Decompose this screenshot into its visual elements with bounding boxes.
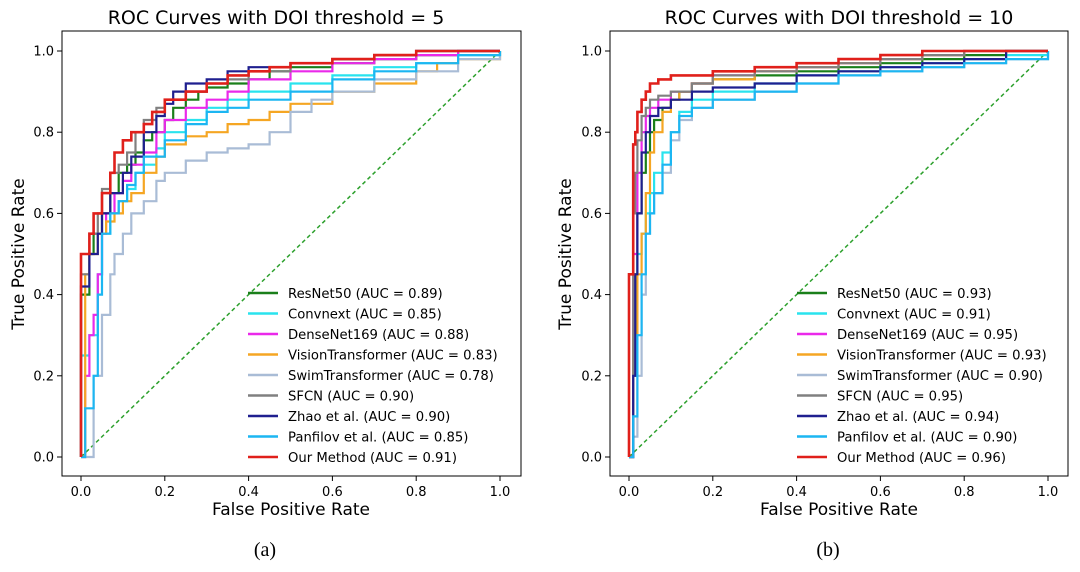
y-tick-label: 0.2 bbox=[33, 369, 54, 384]
x-tick-label: 0.0 bbox=[71, 485, 92, 500]
x-tick-label: 0.2 bbox=[702, 485, 723, 500]
y-tick-label: 1.0 bbox=[33, 45, 54, 60]
chance-diagonal-line bbox=[628, 50, 1049, 458]
y-tick-label: 0.4 bbox=[33, 288, 54, 303]
x-tick-label: 0.6 bbox=[870, 485, 891, 500]
legend-label-panfilov-et-al: Panfilov et al. (AUC = 0.85) bbox=[288, 431, 468, 446]
plot-frame bbox=[61, 30, 522, 477]
x-tick-label: 0.6 bbox=[322, 485, 343, 500]
y-tick-label: 0.0 bbox=[33, 451, 54, 466]
legend-label-panfilov-et-al: Panfilov et al. (AUC = 0.90) bbox=[837, 431, 1017, 446]
y-axis-label: True Positive Rate bbox=[556, 178, 576, 330]
legend-label-convnext: Convnext (AUC = 0.91) bbox=[837, 308, 991, 323]
legend-label-zhao-et-al: Zhao et al. (AUC = 0.94) bbox=[837, 410, 999, 425]
roc-line-our-method bbox=[627, 49, 1048, 457]
legend-label-sfcn: SFCN (AUC = 0.95) bbox=[837, 390, 963, 405]
y-tick-label: 0.6 bbox=[33, 207, 54, 222]
legend-label-resnet50: ResNet50 (AUC = 0.93) bbox=[837, 287, 992, 302]
x-tick-label: 1.0 bbox=[490, 485, 511, 500]
x-axis-label: False Positive Rate bbox=[760, 500, 918, 520]
x-tick-label: 0.2 bbox=[154, 485, 175, 500]
x-tick-label: 0.8 bbox=[954, 485, 975, 500]
chart-title: ROC Curves with DOI threshold = 10 bbox=[665, 7, 1014, 29]
y-tick-label: 0.8 bbox=[581, 126, 602, 141]
roc-line-panfilov-et-al bbox=[629, 51, 1050, 459]
subfigure-caption: (a) bbox=[254, 539, 276, 561]
y-tick-label: 1.0 bbox=[581, 45, 602, 60]
y-tick-label: 0.8 bbox=[33, 126, 54, 141]
roc-line-panfilov-et-al bbox=[81, 51, 502, 459]
legend-label-our-method: Our Method (AUC = 0.96) bbox=[837, 451, 1006, 466]
roc-line-swimtransformer bbox=[81, 51, 502, 459]
legend-label-visiontransformer: VisionTransformer (AUC = 0.93) bbox=[837, 349, 1047, 364]
x-tick-label: 0.0 bbox=[619, 485, 640, 500]
legend-label-densenet169: DenseNet169 (AUC = 0.88) bbox=[288, 328, 469, 343]
plot-frame bbox=[609, 30, 1069, 477]
legend-label-visiontransformer: VisionTransformer (AUC = 0.83) bbox=[288, 349, 498, 364]
legend-label-zhao-et-al: Zhao et al. (AUC = 0.90) bbox=[288, 410, 450, 425]
chance-diagonal-line bbox=[80, 50, 501, 458]
legend-label-sfcn: SFCN (AUC = 0.90) bbox=[288, 390, 414, 405]
roc-line-our-method bbox=[79, 49, 500, 457]
chart-doi-10: ROC Curves with DOI threshold = 10 0.0 0.2… bbox=[556, 7, 1069, 561]
x-tick-label: 0.4 bbox=[238, 485, 259, 500]
legend-label-our-method: Our Method (AUC = 0.91) bbox=[288, 451, 457, 466]
chart-title: ROC Curves with DOI threshold = 5 bbox=[108, 7, 445, 29]
y-tick-label: 0.6 bbox=[581, 207, 602, 222]
x-axis-label: False Positive Rate bbox=[212, 500, 370, 520]
legend-label-densenet169: DenseNet169 (AUC = 0.95) bbox=[837, 328, 1018, 343]
legend-label-resnet50: ResNet50 (AUC = 0.89) bbox=[288, 287, 443, 302]
y-tick-label: 0.2 bbox=[581, 369, 602, 384]
y-tick-label: 0.4 bbox=[581, 288, 602, 303]
y-axis-label: True Positive Rate bbox=[9, 178, 29, 330]
subfigure-caption: (b) bbox=[816, 539, 839, 561]
y-tick-label: 0.0 bbox=[581, 451, 602, 466]
legend-label-swimtransformer: SwimTransformer (AUC = 0.90) bbox=[837, 369, 1043, 384]
legend-label-swimtransformer: SwimTransformer (AUC = 0.78) bbox=[288, 369, 494, 384]
legend-label-convnext: Convnext (AUC = 0.85) bbox=[288, 308, 442, 323]
x-tick-label: 0.4 bbox=[786, 485, 807, 500]
chart-doi-5: ROC Curves with DOI threshold = 5 0.0 0.2 0… bbox=[9, 7, 522, 561]
x-tick-label: 1.0 bbox=[1038, 485, 1059, 500]
x-tick-label: 0.8 bbox=[406, 485, 427, 500]
